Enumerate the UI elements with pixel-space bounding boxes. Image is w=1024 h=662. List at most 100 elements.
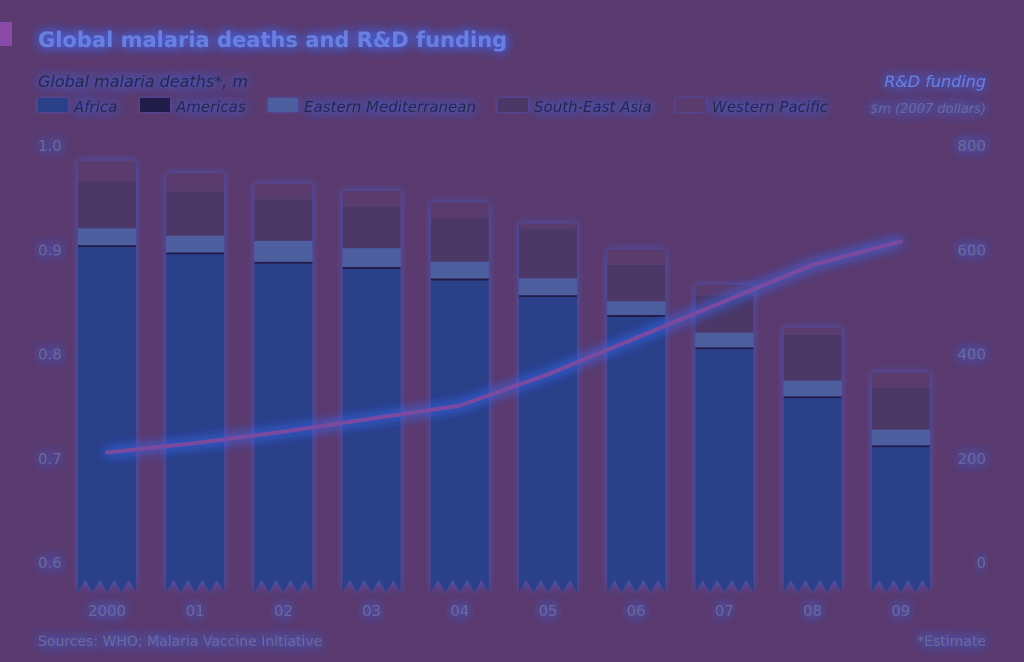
left-tick-label: 0.8: [38, 346, 62, 364]
x-axis: 2000 01 02 03 04 05 06 07 08 09: [88, 602, 910, 620]
right-tick-label: 800: [957, 137, 986, 155]
x-tick-label: 07: [715, 602, 734, 620]
left-y-axis: 0.6 0.7 0.8 0.9 1.0: [38, 137, 62, 572]
left-axis-title: Global malaria deaths*, m: [38, 72, 248, 91]
right-tick-label: 200: [957, 450, 986, 468]
left-tick-label: 0.9: [38, 241, 62, 259]
bar-break-2000: [78, 576, 136, 592]
bar-stack-03: [342, 190, 401, 592]
source-note: Sources: WHO; Malaria Vaccine Initiative: [38, 634, 322, 650]
legend-swatch-americas: [140, 98, 170, 112]
bar-segment-south-east-asia: [342, 206, 401, 249]
bar-segment-americas: [342, 266, 401, 270]
bar-segment-eastern-mediterranean: [166, 235, 225, 253]
bar-break-01: [166, 576, 225, 592]
bar-stack-02: [254, 183, 313, 592]
x-tick-label: 09: [891, 602, 910, 620]
bar-segment-western-pacific: [871, 372, 930, 388]
bar-break-02: [254, 576, 313, 592]
bar-segment-americas: [430, 278, 489, 281]
bar-segment-south-east-asia: [783, 334, 842, 381]
bar-stacks: [78, 160, 930, 592]
bar-segment-africa: [254, 263, 313, 578]
bar-stack-08: [783, 327, 842, 592]
left-tick-label: 0.7: [38, 450, 62, 468]
bar-stack-04: [430, 202, 489, 592]
legend-swatch-eastern-mediterranean: [268, 98, 298, 112]
bar-segment-south-east-asia: [254, 199, 313, 241]
bar-segment-eastern-mediterranean: [342, 248, 401, 267]
x-tick-label: 05: [538, 602, 557, 620]
legend-label-africa: Africa: [73, 98, 117, 116]
bar-segment-americas: [783, 396, 842, 399]
chart-title: Global malaria deaths and R&D funding: [38, 28, 507, 52]
bar-stack-09: [871, 372, 930, 592]
bar-segment-africa: [519, 297, 577, 578]
legend: Africa Americas Eastern Mediterranean South…: [38, 98, 829, 116]
bar-segment-south-east-asia: [871, 387, 930, 430]
x-tick-label: 06: [627, 602, 646, 620]
bar-segment-eastern-mediterranean: [78, 228, 136, 246]
bar-segment-americas: [254, 261, 313, 264]
x-tick-label: 02: [274, 602, 293, 620]
right-tick-label: 400: [957, 346, 986, 364]
right-y-axis: 0 200 400 600 800: [957, 137, 986, 572]
bar-segment-eastern-mediterranean: [430, 261, 489, 279]
bar-segment-africa: [430, 280, 489, 578]
bar-break-05: [519, 576, 577, 592]
bar-segment-western-pacific: [519, 223, 577, 229]
bar-break-04: [430, 576, 489, 592]
bar-segment-africa: [607, 317, 666, 578]
estimate-footnote: *Estimate: [917, 634, 986, 650]
legend-swatch-africa: [38, 98, 68, 112]
bar-segment-eastern-mediterranean: [519, 278, 577, 296]
x-tick-label: 08: [803, 602, 822, 620]
right-axis-unit: $m (2007 dollars): [870, 102, 986, 117]
bar-segment-western-pacific: [78, 160, 136, 182]
bar-segment-south-east-asia: [78, 181, 136, 229]
bar-segment-africa: [783, 398, 842, 578]
bar-segment-eastern-mediterranean: [871, 429, 930, 446]
funding-line: [105, 239, 903, 455]
bar-segment-south-east-asia: [166, 191, 225, 236]
bar-segment-americas: [695, 347, 754, 350]
legend-swatch-western-pacific: [676, 98, 706, 112]
bar-segment-eastern-mediterranean: [254, 240, 313, 262]
bar-segment-western-pacific: [254, 183, 313, 200]
bar-break-03: [342, 576, 401, 592]
bar-stack-01: [166, 173, 225, 592]
bar-segment-americas: [519, 295, 577, 298]
bar-segment-africa: [166, 254, 225, 578]
bar-break-08: [783, 576, 842, 592]
bar-segment-south-east-asia: [519, 228, 577, 279]
left-tick-label: 1.0: [38, 137, 62, 155]
bar-segment-americas: [607, 314, 666, 318]
bar-segment-eastern-mediterranean: [607, 301, 666, 315]
bar-segment-americas: [78, 245, 136, 248]
bar-segment-africa: [78, 247, 136, 579]
x-tick-label: 01: [186, 602, 205, 620]
bar-stack-2000: [78, 160, 136, 592]
title-accent-bar: [0, 22, 12, 46]
bar-segment-eastern-mediterranean: [783, 380, 842, 397]
left-tick-label: 0.6: [38, 554, 62, 572]
bar-segment-south-east-asia: [607, 264, 666, 302]
legend-label-americas: Americas: [175, 98, 246, 116]
x-tick-label: 03: [362, 602, 381, 620]
legend-swatch-south-east-asia: [498, 98, 528, 112]
bar-segment-africa: [871, 447, 930, 578]
bar-segment-western-pacific: [430, 202, 489, 218]
bar-segment-western-pacific: [607, 249, 666, 265]
bar-break-07: [695, 576, 754, 592]
bar-segment-south-east-asia: [430, 217, 489, 262]
legend-label-western-pacific: Western Pacific: [712, 98, 829, 116]
x-tick-label: 04: [450, 602, 469, 620]
bar-segment-western-pacific: [695, 284, 754, 296]
bar-stack-07: [695, 284, 754, 592]
legend-label-eastern-mediterranean: Eastern Mediterranean: [304, 98, 476, 116]
right-axis-title: R&D funding: [884, 72, 986, 91]
right-tick-label: 600: [957, 241, 986, 259]
bar-stack-05: [519, 223, 577, 592]
bar-segment-western-pacific: [783, 327, 842, 335]
